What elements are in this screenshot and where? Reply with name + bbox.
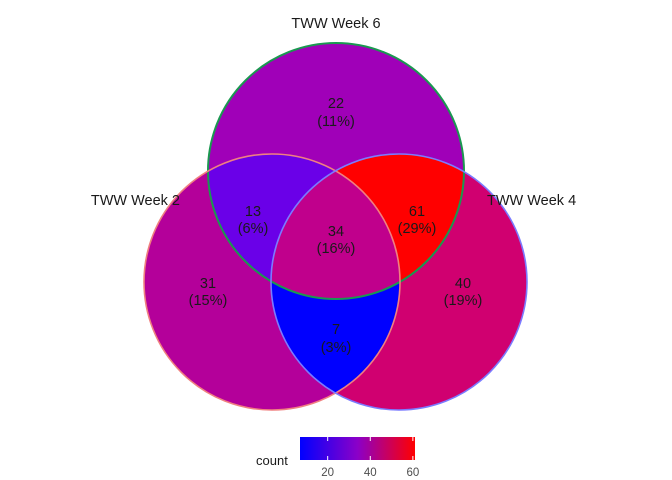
region-percent-week6-week2: (6%) <box>238 221 269 237</box>
region-percent-week6-week4: (29%) <box>398 221 437 237</box>
region-percent-week4-only: (19%) <box>444 293 483 309</box>
color-legend: count 20 40 60 <box>256 437 419 479</box>
set-outline-week4 <box>270 153 528 411</box>
region-percent-week2-only: (15%) <box>189 293 228 309</box>
set-label-week4: TWW Week 4 <box>487 193 576 209</box>
legend-colorbar <box>300 437 415 460</box>
region-percent-week6-only: (11%) <box>317 114 355 130</box>
region-count-week6-week4: 61 <box>409 204 425 220</box>
legend-tick-label: 60 <box>406 467 419 479</box>
legend-tick-label: 20 <box>321 467 334 479</box>
legend-title: count <box>256 453 288 468</box>
region-count-week6-only: 22 <box>328 96 344 112</box>
set-outline-week2 <box>143 153 401 411</box>
region-percent-week2-week4: (3%) <box>321 340 352 356</box>
region-percent-all-three: (16%) <box>317 241 356 257</box>
region-count-week4-only: 40 <box>455 276 471 292</box>
legend-tick-label: 40 <box>364 467 377 479</box>
set-label-week2: TWW Week 2 <box>91 193 180 209</box>
set-label-week6: TWW Week 6 <box>291 16 380 32</box>
region-count-week2-week4: 7 <box>332 322 340 338</box>
region-count-all-three: 34 <box>328 224 344 240</box>
region-count-week2-only: 31 <box>200 276 216 292</box>
region-count-week6-week2: 13 <box>245 204 261 220</box>
